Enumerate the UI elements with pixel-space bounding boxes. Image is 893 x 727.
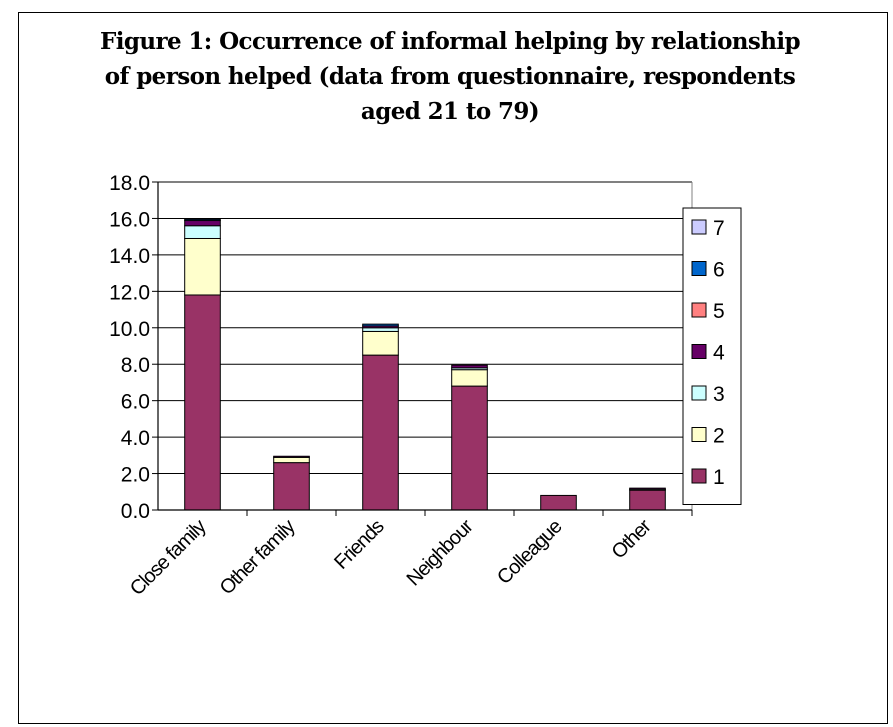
y-tick-label: 2.0 bbox=[121, 464, 150, 487]
legend-swatch-5 bbox=[691, 302, 707, 318]
x-category-label: Other bbox=[608, 515, 656, 563]
x-category-label: Neighbour bbox=[403, 515, 478, 590]
y-tick-label: 12.0 bbox=[109, 281, 150, 304]
bar-segment-series-4-other bbox=[629, 487, 666, 490]
chart-title: Figure 1: Occurrence of informal helping… bbox=[60, 24, 840, 129]
bar-segment-series-3-close-family bbox=[184, 225, 221, 239]
chart-title-line-2: of person helped (data from questionnair… bbox=[104, 63, 796, 90]
bar-segment-series-1-close-family bbox=[184, 294, 221, 511]
legend-swatch-1 bbox=[691, 468, 707, 484]
gridlines bbox=[158, 181, 692, 475]
bar-segment-series-2-friends bbox=[362, 330, 399, 356]
bar-segment-series-1-neighbour bbox=[451, 385, 488, 511]
legend-swatch-6 bbox=[691, 261, 707, 276]
bar-segment-series-4-neighbour bbox=[451, 364, 488, 369]
bar-segment-series-3-friends bbox=[362, 327, 399, 332]
legend-label-1: 1 bbox=[713, 466, 725, 489]
bar-segment-series-1-other-family bbox=[273, 462, 310, 511]
legend-swatch-2 bbox=[691, 427, 707, 442]
x-category-label: Close family bbox=[126, 515, 211, 600]
x-category-label: Friends bbox=[330, 515, 388, 573]
x-axis-category-labels: Close family Other family Friends Neighbour… bbox=[126, 515, 656, 600]
bar-segment-series-6-friends bbox=[362, 323, 399, 327]
y-tick-label: 16.0 bbox=[109, 208, 150, 231]
y-tick-label: 14.0 bbox=[109, 245, 150, 268]
bar-segment-series-1-other bbox=[629, 489, 666, 511]
legend-label-7: 7 bbox=[713, 217, 725, 240]
legend-label-4: 4 bbox=[713, 342, 725, 365]
y-tick-label: 0.0 bbox=[121, 500, 150, 523]
bar-segment-series-1-friends bbox=[362, 354, 399, 511]
legend-label-6: 6 bbox=[713, 259, 725, 282]
bar-segment-series-2-close-family bbox=[184, 237, 221, 296]
legend-swatch-3 bbox=[691, 385, 707, 401]
bar-segment-series-2-neighbour bbox=[451, 369, 488, 387]
legend: 7 6 5 4 3 2 1 bbox=[682, 207, 742, 505]
chart-title-line-1: Figure 1: Occurrence of informal helping… bbox=[99, 28, 801, 55]
bar-segment-series-1-colleague bbox=[540, 494, 577, 511]
y-tick-label: 18.0 bbox=[109, 172, 150, 195]
legend-swatch-4 bbox=[691, 344, 707, 359]
legend-label-3: 3 bbox=[713, 383, 725, 406]
bar-segment-series-4-other-family bbox=[273, 455, 310, 458]
x-category-label: Other family bbox=[216, 515, 300, 599]
bar-segment-series-2-other-family bbox=[273, 456, 310, 464]
x-category-label: Colleague bbox=[493, 515, 567, 589]
legend-label-5: 5 bbox=[713, 300, 725, 323]
bar-segment-series-6-close-family bbox=[184, 218, 221, 222]
y-axis-tick-labels: 0.0 2.0 4.0 6.0 8.0 10.0 12.0 14.0 16.0 18.0 bbox=[109, 172, 150, 523]
y-tick-label: 10.0 bbox=[109, 318, 150, 341]
bar-segment-series-4-close-family bbox=[184, 219, 221, 227]
y-tick-label: 6.0 bbox=[121, 391, 150, 414]
y-tick-label: 8.0 bbox=[121, 354, 150, 377]
y-tick-label: 4.0 bbox=[121, 427, 150, 450]
legend-swatch-7 bbox=[691, 219, 707, 235]
legend-label-2: 2 bbox=[713, 425, 725, 448]
axes bbox=[152, 181, 693, 516]
chart-title-line-3: aged 21 to 79) bbox=[360, 98, 540, 125]
bar-stacks bbox=[184, 218, 666, 511]
